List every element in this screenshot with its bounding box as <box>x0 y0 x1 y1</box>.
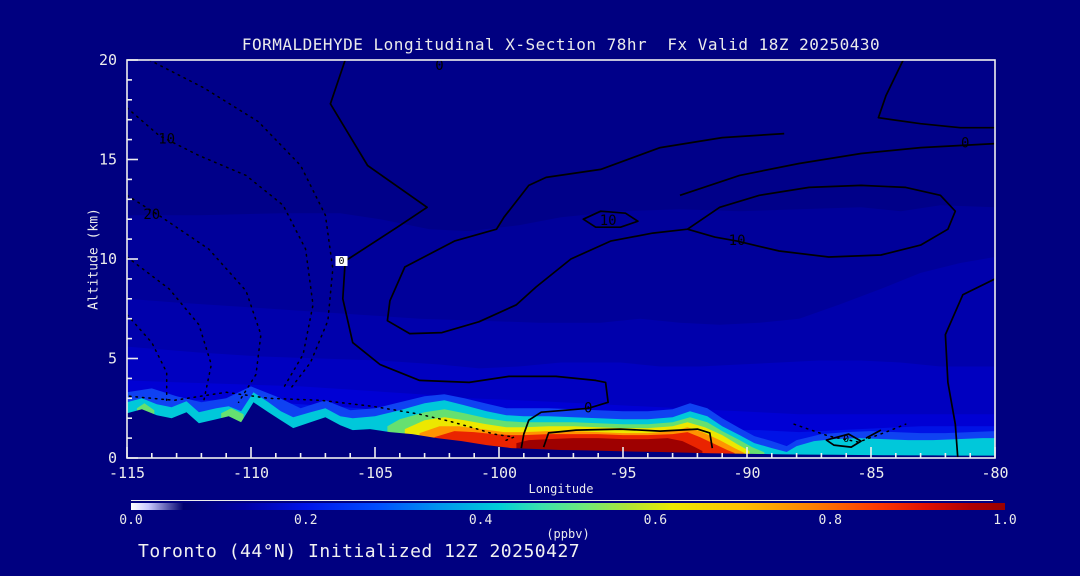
dotted-contour <box>127 256 213 402</box>
dotted-contour <box>127 194 262 404</box>
solid-contour <box>944 278 995 458</box>
x-tick-label: -85 <box>857 464 884 482</box>
colorbar-tick-labels: 0.0 0.2 0.4 0.6 0.8 1.0 <box>0 513 1080 529</box>
solid-contour <box>825 433 862 448</box>
tick-labels: -115 -110 -105 -100 -95 -90 -85 -80 0 5 10 15 20 <box>99 51 1009 482</box>
dotted-contour <box>128 391 517 442</box>
colorbar-tick-label: 0.2 <box>294 513 318 528</box>
x-tick-label: -95 <box>609 464 636 482</box>
colorbar-tick-label: 0.6 <box>643 513 668 528</box>
colorbar-axis-line <box>131 500 993 501</box>
contour-label: 10 <box>729 233 746 249</box>
solid-contour <box>679 142 995 197</box>
solid-contour <box>582 210 639 229</box>
y-axis-label: Altitude (km) <box>86 208 102 310</box>
solid-contour <box>329 60 609 449</box>
solid-contour <box>386 132 785 335</box>
terrain-silhouette <box>127 402 995 458</box>
x-tick-label: -100 <box>481 464 517 482</box>
contour-label: 0 <box>961 136 969 152</box>
contour-label: 20 <box>143 207 160 223</box>
solid-contour <box>542 428 714 449</box>
solid-contour <box>865 429 882 439</box>
contour-label: 0 <box>843 434 849 445</box>
dotted-contour <box>148 60 334 390</box>
y-tick-label: 0 <box>108 449 117 467</box>
colorbar-tick-label: 0.8 <box>818 513 842 528</box>
colorbar-gradient <box>131 503 1005 510</box>
contour-label: 0 <box>435 58 443 74</box>
y-tick-label: 5 <box>108 350 117 368</box>
x-tick-label: -80 <box>981 464 1008 482</box>
contour-label: 10 <box>158 132 175 148</box>
x-tick-label: -105 <box>357 464 393 482</box>
y-tick-label: 20 <box>99 51 117 69</box>
contour-label: 0 <box>339 256 345 267</box>
contour-labels: 0 0 10 10 0 0 0 10 20 <box>143 58 969 445</box>
dotted-contour <box>127 313 168 402</box>
x-tick-label: -115 <box>109 464 145 482</box>
solid-contour <box>877 60 995 129</box>
y-tick-label: 15 <box>99 151 117 169</box>
contour-label: 0 <box>584 400 592 416</box>
x-axis-label: Longitude <box>528 482 594 496</box>
axes <box>126 59 996 459</box>
x-tick-label: -90 <box>733 464 760 482</box>
plot-area: 0 0 10 10 0 0 0 10 20 <box>127 58 995 458</box>
y-tick-label: 10 <box>99 250 117 268</box>
colorbar-unit-label: (ppbv) <box>546 527 590 541</box>
colorbar-tick-label: 1.0 <box>993 513 1017 528</box>
contour-label: 10 <box>600 213 617 229</box>
run-info-text: Toronto (44°N) Initialized 12Z 20250427 <box>138 541 581 562</box>
x-tick-label: -110 <box>233 464 269 482</box>
solid-contour-lines <box>329 60 995 458</box>
colorbar-tick-label: 0.0 <box>119 513 143 528</box>
chart-title: FORMALDEHYDE Longitudinal X-Section 78hr… <box>241 35 881 54</box>
colorbar-tick-label: 0.4 <box>468 513 493 528</box>
dotted-contour <box>127 107 314 390</box>
solid-contour <box>686 184 957 258</box>
